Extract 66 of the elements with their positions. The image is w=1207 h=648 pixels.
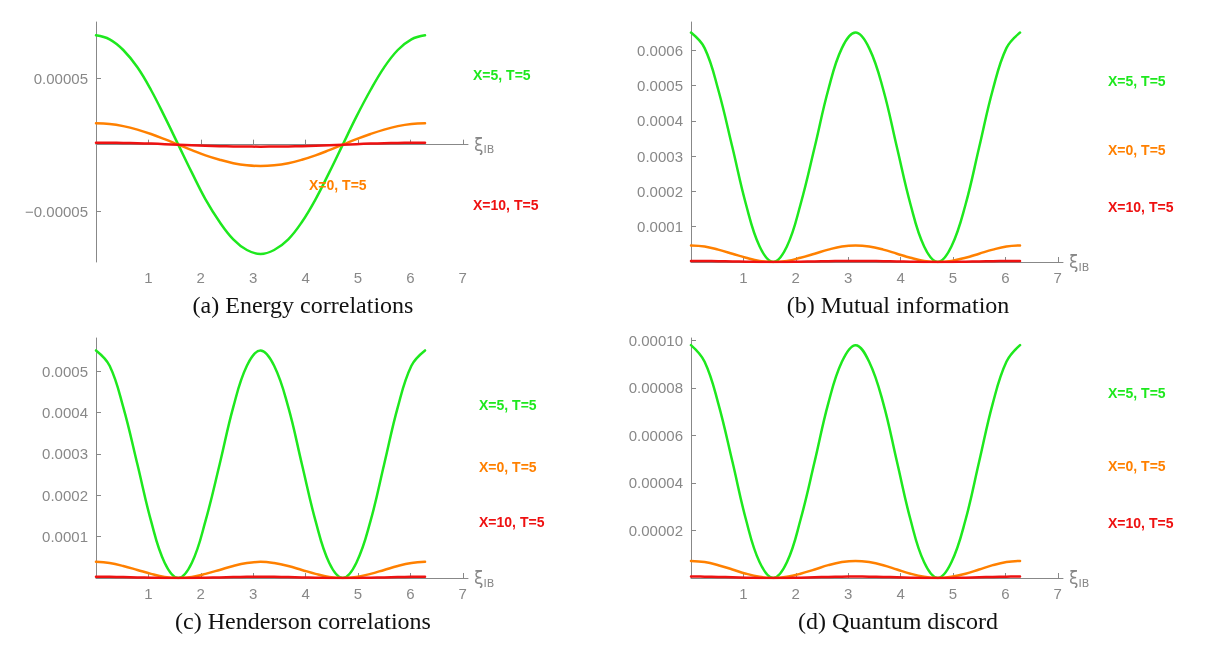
y-tick-label: 0.00006 [628, 426, 683, 444]
line-series [689, 31, 1022, 264]
text: (b) Mutual information [786, 292, 1010, 318]
x-tick-label: 5 [353, 269, 363, 286]
x-tick-label: 3 [249, 269, 258, 286]
x-tick-label: 7 [1053, 585, 1062, 602]
y-tick-label: 0.0005 [42, 362, 88, 380]
x-tick-label: 4 [301, 269, 310, 286]
x-tick-label: 4 [896, 585, 905, 602]
text: X=10, T=5 [1108, 514, 1174, 531]
x-tick-label: 3 [844, 269, 853, 286]
y-tick-label: 0.00002 [628, 521, 683, 539]
x-tick-label: 4 [301, 585, 310, 602]
x-tick-label: 2 [791, 269, 800, 286]
text: X=0, T=5 [1108, 142, 1166, 159]
text: (a) Energy correlations [192, 292, 414, 318]
y-tick-label: 0.0001 [637, 218, 683, 236]
x-tick-label: 2 [196, 585, 205, 602]
y-tick-label: 0.0006 [637, 41, 683, 59]
text: X=0, T=5 [1108, 457, 1166, 474]
x-tick-label: 1 [739, 269, 748, 286]
y-tick-label: 0.00004 [628, 474, 683, 492]
x-tick-label: 3 [844, 585, 853, 602]
text: X=0, T=5 [479, 458, 537, 475]
x-tick-label: 2 [791, 585, 800, 602]
text: X=5, T=5 [479, 397, 537, 414]
y-tick-label: 0.0003 [42, 445, 88, 463]
text: (c) Henderson correlations [175, 608, 431, 634]
y-tick-label: 0.0004 [637, 112, 683, 130]
x-tick-label: 1 [739, 585, 748, 602]
x-tick-label: 4 [896, 269, 905, 286]
x-tick-label: 6 [406, 269, 415, 286]
x-tick-label: 7 [458, 269, 467, 286]
y-tick-label: 0.0005 [637, 77, 683, 95]
x-tick-label: 3 [249, 585, 258, 602]
line-series [94, 122, 427, 168]
x-tick-label: 6 [1001, 585, 1010, 602]
x-tick-label: 1 [144, 585, 153, 602]
x-tick-label: 6 [406, 585, 415, 602]
x-tick-label: 7 [458, 585, 467, 602]
line-series [689, 343, 1022, 580]
y-tick-label: 0.0002 [42, 486, 88, 504]
y-tick-label: 0.00008 [628, 379, 683, 397]
text: X=5, T=5 [473, 67, 531, 84]
y-tick-label: 0.00005 [33, 69, 88, 87]
text: X=5, T=5 [1108, 72, 1166, 89]
y-tick-label: 0.0002 [637, 182, 683, 200]
y-tick-label: 0.0003 [637, 147, 683, 165]
text: X=10, T=5 [473, 196, 539, 213]
y-tick-label: 0.0001 [42, 528, 88, 546]
y-tick-label: −0.00005 [25, 202, 88, 220]
line-series [94, 34, 427, 256]
line-series [94, 349, 427, 580]
x-tick-label: 5 [948, 269, 958, 286]
x-tick-label: 5 [353, 585, 363, 602]
x-tick-label: 5 [948, 585, 958, 602]
x-tick-label: 7 [1053, 269, 1062, 286]
text: X=10, T=5 [479, 513, 545, 530]
y-tick-label: 0.00010 [628, 331, 683, 349]
y-tick-label: 0.0004 [42, 403, 88, 421]
x-tick-label: 1 [144, 269, 153, 286]
x-tick-label: 6 [1001, 269, 1010, 286]
text: (d) Quantum discord [798, 608, 998, 634]
text: X=5, T=5 [1108, 385, 1166, 402]
text: X=10, T=5 [1108, 198, 1174, 215]
x-tick-label: 2 [196, 269, 205, 286]
